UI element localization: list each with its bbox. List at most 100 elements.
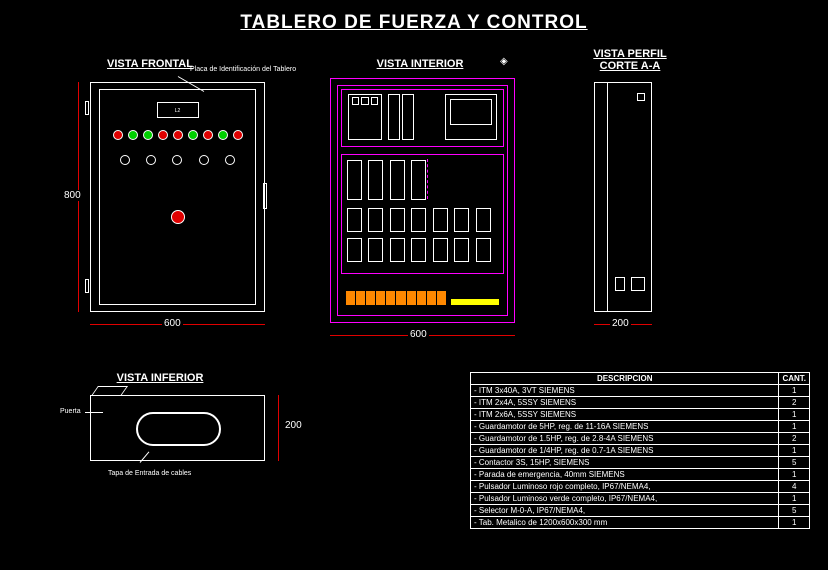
table-row: - Contactor 3S, 15HP, SIEMENS5 bbox=[471, 457, 810, 469]
placa-leader-text: Placa de Identificación del Tablero bbox=[190, 66, 296, 73]
relay-3 bbox=[390, 238, 405, 262]
guardamotor-4 bbox=[411, 160, 426, 200]
td-desc: - Selector M-0-A, IP67/NEMA4, bbox=[471, 505, 779, 517]
table-row: - ITM 2x4A, 5SSY SIEMENS2 bbox=[471, 397, 810, 409]
relay-1 bbox=[347, 238, 362, 262]
inferior-panel bbox=[90, 395, 265, 461]
inferior-height-dim: 200 bbox=[283, 420, 304, 431]
contactor-2 bbox=[368, 208, 383, 232]
relay-4 bbox=[411, 238, 426, 262]
td-desc: - ITM 2x4A, 5SSY SIEMENS bbox=[471, 397, 779, 409]
vista-perfil-label: VISTA PERFIL CORTE A-A bbox=[580, 48, 680, 72]
meter-device bbox=[445, 94, 497, 140]
pilot-green-2 bbox=[143, 130, 153, 140]
td-desc: - Pulsador Luminoso verde completo, IP67… bbox=[471, 493, 779, 505]
perfil-comp-3 bbox=[615, 277, 625, 291]
selector-1 bbox=[120, 155, 130, 165]
td-desc: - Guardamotor de 1.5HP, reg. de 2.8-4A S… bbox=[471, 433, 779, 445]
table-header-row: DESCRIPCION CANT. bbox=[471, 373, 810, 385]
contactor-3 bbox=[390, 208, 405, 232]
relay-5 bbox=[433, 238, 448, 262]
td-cant: 1 bbox=[779, 493, 810, 505]
pilot-green-1 bbox=[128, 130, 138, 140]
main-breaker bbox=[348, 94, 382, 140]
td-cant: 1 bbox=[779, 445, 810, 457]
td-cant: 1 bbox=[779, 385, 810, 397]
td-cant: 4 bbox=[779, 481, 810, 493]
pilot-red-5 bbox=[233, 130, 243, 140]
table-row: - Pulsador Luminoso verde completo, IP67… bbox=[471, 493, 810, 505]
selector-row bbox=[112, 155, 243, 165]
inferior-door-flap bbox=[91, 386, 128, 396]
td-cant: 1 bbox=[779, 421, 810, 433]
emergency-stop bbox=[171, 210, 185, 224]
door-handle bbox=[263, 183, 267, 209]
perfil-comp-1 bbox=[637, 93, 645, 101]
td-cant: 2 bbox=[779, 397, 810, 409]
td-cant: 5 bbox=[779, 457, 810, 469]
relay-7 bbox=[476, 238, 491, 262]
table-row: - Guardamotor de 5HP, reg. de 11-16A SIE… bbox=[471, 421, 810, 433]
aux-breaker-2 bbox=[402, 94, 414, 140]
table-row: - ITM 2x6A, 5SSY SIEMENS1 bbox=[471, 409, 810, 421]
contactor-4 bbox=[411, 208, 426, 232]
td-cant: 1 bbox=[779, 409, 810, 421]
id-plate: L2 bbox=[157, 102, 199, 118]
motor-protectors bbox=[346, 159, 427, 201]
selector-4 bbox=[199, 155, 209, 165]
th-desc: DESCRIPCION bbox=[471, 373, 779, 385]
pilot-green-3 bbox=[188, 130, 198, 140]
main-title: TABLERO DE FUERZA Y CONTROL bbox=[240, 12, 587, 34]
selector-5 bbox=[225, 155, 235, 165]
pilot-green-4 bbox=[218, 130, 228, 140]
interior-width-dim: 600 bbox=[408, 329, 429, 340]
relay-2 bbox=[368, 238, 383, 262]
puerta-leader bbox=[85, 412, 103, 413]
contactors-row2 bbox=[346, 237, 492, 263]
td-cant: 1 bbox=[779, 469, 810, 481]
vista-inferior-label: VISTA INFERIOR bbox=[100, 372, 220, 384]
inferior-height-dimline bbox=[278, 395, 279, 461]
vista-interior-label: VISTA INTERIOR bbox=[355, 58, 485, 70]
td-desc: - Pulsador Luminoso rojo completo, IP67/… bbox=[471, 481, 779, 493]
contactors-row1 bbox=[346, 207, 492, 233]
td-desc: - ITM 2x6A, 5SSY SIEMENS bbox=[471, 409, 779, 421]
td-cant: 2 bbox=[779, 433, 810, 445]
guardamotor-2 bbox=[368, 160, 383, 200]
pilot-red-1 bbox=[113, 130, 123, 140]
pilot-red-4 bbox=[203, 130, 213, 140]
hinge-top bbox=[85, 101, 89, 115]
contactor-5 bbox=[433, 208, 448, 232]
ground-bar bbox=[451, 299, 499, 305]
north-arrow: ◈ bbox=[500, 56, 508, 67]
puerta-label: Puerta bbox=[60, 408, 81, 415]
cable-entry bbox=[136, 412, 221, 446]
perfil-comp-2 bbox=[631, 277, 645, 291]
terminal-strip bbox=[346, 291, 447, 305]
guardamotor-1 bbox=[347, 160, 362, 200]
interior-inner bbox=[337, 85, 508, 316]
frontal-width-dim: 600 bbox=[162, 318, 183, 329]
frontal-panel: L2 bbox=[90, 82, 265, 312]
td-desc: - Contactor 3S, 15HP, SIEMENS bbox=[471, 457, 779, 469]
table-row: - Tab. Metalico de 1200x600x300 mm1 bbox=[471, 517, 810, 529]
table-row: - Selector M-0-A, IP67/NEMA4,5 bbox=[471, 505, 810, 517]
divider bbox=[427, 159, 428, 199]
interior-upper-section bbox=[341, 89, 504, 147]
pilot-red-3 bbox=[173, 130, 183, 140]
interior-lower-section bbox=[341, 154, 504, 274]
contactor-1 bbox=[347, 208, 362, 232]
tapa-label: Tapa de Entrada de cables bbox=[108, 470, 191, 477]
hinge-bottom bbox=[85, 279, 89, 293]
perfil-width-dim: 200 bbox=[610, 318, 631, 329]
td-desc: - Guardamotor de 1/4HP, reg. de 0.7-1A S… bbox=[471, 445, 779, 457]
frontal-height-dim: 800 bbox=[62, 190, 83, 201]
aux-breaker-1 bbox=[388, 94, 400, 140]
selector-2 bbox=[146, 155, 156, 165]
perfil-panel bbox=[594, 82, 652, 312]
guardamotor-3 bbox=[390, 160, 405, 200]
contactor-7 bbox=[476, 208, 491, 232]
td-cant: 5 bbox=[779, 505, 810, 517]
pilot-red-2 bbox=[158, 130, 168, 140]
table-row: - Parada de emergencia, 40mm SIEMENS1 bbox=[471, 469, 810, 481]
